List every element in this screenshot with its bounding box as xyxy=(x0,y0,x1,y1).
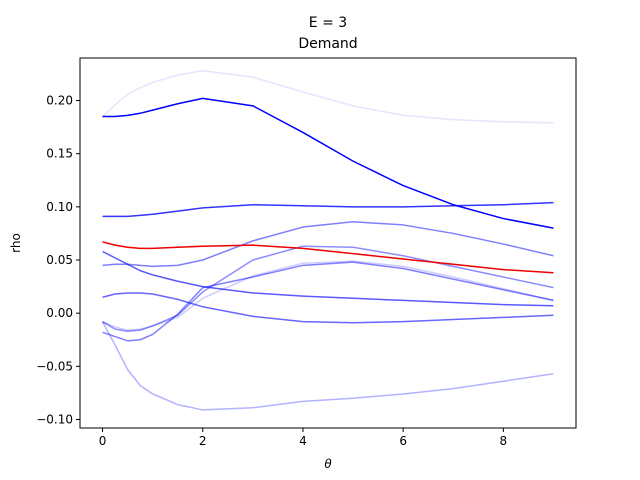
chart-subtitle: Demand xyxy=(298,36,357,52)
series-line-7 xyxy=(102,250,554,307)
x-axis: 0 2 4 6 8 xyxy=(99,428,507,448)
y-tick-label: −0.10 xyxy=(36,412,73,426)
series-line-11 xyxy=(102,241,554,274)
x-axis-label: θ xyxy=(324,457,332,471)
x-tick-label: 0 xyxy=(99,434,107,448)
y-tick-label: 0.00 xyxy=(46,306,73,320)
series-line-10 xyxy=(102,261,554,342)
y-axis: −0.10 −0.05 0.00 0.05 0.10 0.15 0.20 xyxy=(36,94,80,426)
x-tick-label: 2 xyxy=(199,434,207,448)
series-line-4 xyxy=(102,220,554,268)
series-line-9 xyxy=(101,321,554,411)
series-line-6 xyxy=(102,260,554,331)
x-tick-label: 6 xyxy=(399,434,407,448)
series-line-3 xyxy=(102,201,554,218)
chart-title: E = 3 xyxy=(309,15,347,31)
y-tick-label: 0.05 xyxy=(46,253,73,267)
series-layer xyxy=(101,70,554,411)
series-line-1 xyxy=(102,70,554,124)
series-line-2 xyxy=(102,97,554,229)
series-line-8 xyxy=(102,292,554,324)
y-tick-label: 0.20 xyxy=(46,94,73,108)
y-tick-label: 0.15 xyxy=(46,147,73,161)
x-tick-label: 8 xyxy=(500,434,508,448)
y-tick-label: 0.10 xyxy=(46,200,73,214)
y-axis-label: rho xyxy=(9,233,23,253)
axes-frame xyxy=(79,57,577,429)
series-line-5 xyxy=(102,245,554,332)
x-tick-label: 4 xyxy=(299,434,307,448)
y-tick-label: −0.05 xyxy=(36,359,73,373)
